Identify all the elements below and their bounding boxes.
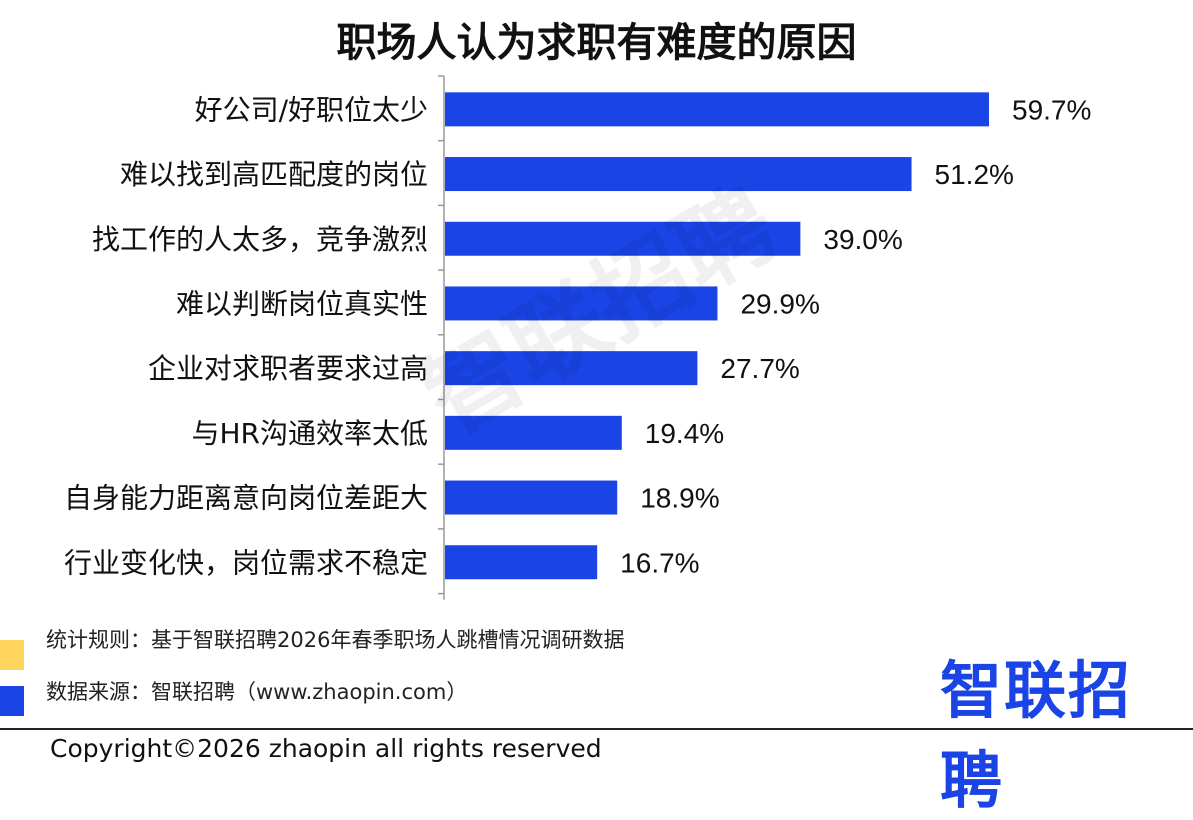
blue-legend-square bbox=[0, 686, 24, 716]
statistics-rule-note: 统计规则：基于智联招聘2026年春季职场人跳槽情况调研数据 bbox=[46, 628, 625, 652]
data-label: 59.7% bbox=[1012, 94, 1091, 125]
data-label: 16.7% bbox=[620, 547, 699, 578]
category-label: 好公司/好职位太少 bbox=[195, 93, 428, 126]
chart-title: 职场人认为求职有难度的原因 bbox=[336, 20, 857, 66]
bar bbox=[445, 545, 598, 580]
zhaopin-logo: 智联招聘 bbox=[940, 654, 1133, 817]
bar bbox=[445, 415, 622, 450]
category-label: 难以找到高匹配度的岗位 bbox=[120, 158, 428, 191]
data-label: 51.2% bbox=[935, 159, 1014, 190]
bar bbox=[445, 221, 801, 256]
category-label: 自身能力距离意向岗位差距大 bbox=[64, 482, 428, 515]
data-label: 39.0% bbox=[823, 224, 902, 255]
bar bbox=[445, 92, 989, 127]
category-label: 难以判断岗位真实性 bbox=[176, 287, 428, 320]
yellow-legend-square bbox=[0, 640, 24, 670]
category-label: 找工作的人太多，竞争激烈 bbox=[92, 223, 428, 256]
bar bbox=[445, 480, 618, 515]
footer-divider bbox=[0, 728, 1193, 730]
data-label: 18.9% bbox=[640, 483, 719, 514]
bar bbox=[445, 351, 698, 386]
category-label: 与HR沟通效率太低 bbox=[191, 417, 428, 450]
bar-chart: 好公司/好职位太少 59.7% 难以找到高匹配度的岗位 51.2% 找工作的人太多，竞争… bbox=[64, 75, 1091, 600]
data-label: 27.7% bbox=[720, 353, 799, 384]
bars-layer: 好公司/好职位太少 59.7% 难以找到高匹配度的岗位 51.2% 找工作的人太多，竞争… bbox=[64, 75, 1091, 595]
data-label: 19.4% bbox=[645, 418, 724, 449]
data-source-note: 数据来源：智联招聘（www.zhaopin.com） bbox=[46, 680, 468, 704]
category-label: 企业对求职者要求过高 bbox=[148, 352, 428, 385]
data-label: 29.9% bbox=[740, 288, 819, 319]
bar bbox=[445, 286, 718, 321]
category-label: 行业变化快，岗位需求不稳定 bbox=[64, 546, 428, 579]
bar bbox=[445, 157, 912, 192]
copyright-text: Copyright©2026 zhaopin all rights reserv… bbox=[50, 734, 602, 763]
